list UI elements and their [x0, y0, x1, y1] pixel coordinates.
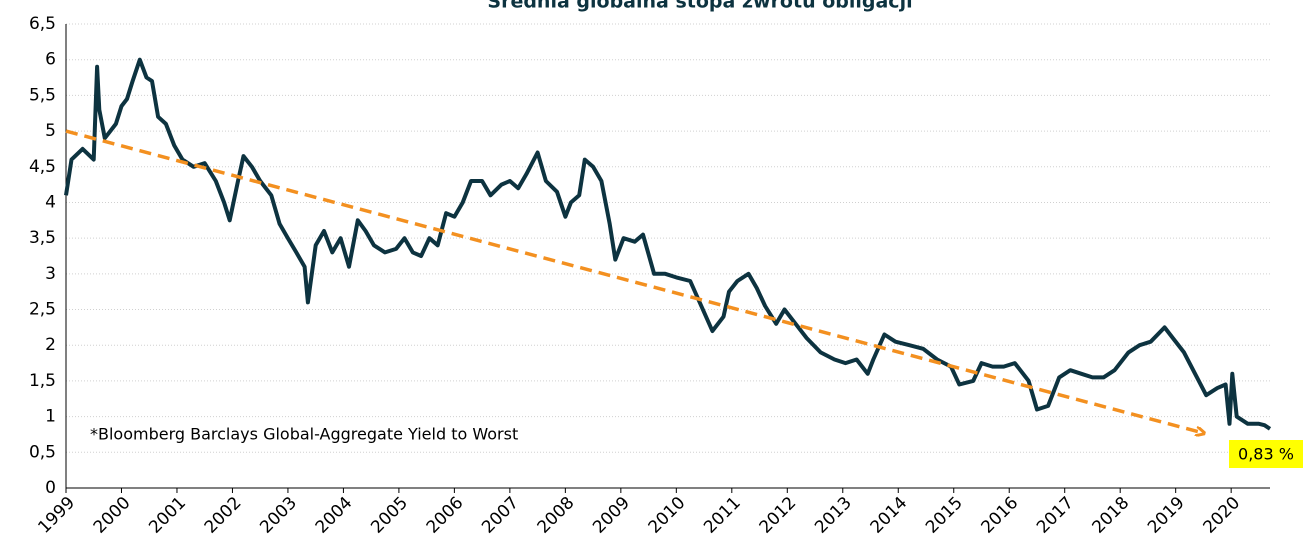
x-tick-label: 2008: [534, 493, 579, 538]
x-tick-label: 2002: [201, 493, 246, 538]
x-tick-label: 2014: [867, 493, 912, 538]
y-tick-label: 6,5: [29, 14, 56, 34]
y-tick-label: 2,5: [29, 300, 56, 320]
x-tick-label: 2016: [978, 493, 1023, 538]
y-tick-label: 4: [45, 192, 56, 212]
x-tick-label: 2010: [645, 493, 690, 538]
x-tick-label: 2009: [589, 493, 634, 538]
x-tick-label: 2013: [811, 493, 856, 538]
data-line: [64, 57, 1272, 431]
y-tick-label: 3,5: [29, 228, 56, 248]
y-tick-label: 5,5: [29, 85, 56, 105]
x-tick-label: 2001: [145, 493, 190, 538]
y-tick-label: 6: [45, 50, 56, 70]
y-tick-label: 4,5: [29, 157, 56, 177]
y-tick-label: 1,5: [29, 371, 56, 391]
x-tick-label: 2005: [367, 493, 412, 538]
x-tick-label: 2011: [700, 493, 745, 538]
y-tick-label: 2: [45, 335, 56, 355]
x-tick-label: 2000: [90, 493, 135, 538]
x-tick-label: 2018: [1089, 493, 1134, 538]
y-tick-label: 1: [45, 407, 56, 427]
chart-title: Średnia globalna stopa zwrotu obligacji: [487, 0, 912, 13]
x-tick-label: 2003: [256, 493, 301, 538]
x-tick-label: 2012: [756, 493, 801, 538]
y-tick-label: 0: [45, 478, 56, 498]
x-tick-label: 1999: [34, 493, 79, 538]
x-tick-label: 2006: [423, 493, 468, 538]
trend-line: [65, 129, 1201, 432]
x-tick-label: 2020: [1199, 493, 1244, 538]
note: *Bloomberg Barclays Global-Aggregate Yie…: [90, 425, 518, 444]
x-tick-label: 2017: [1033, 493, 1078, 538]
y-tick-label: 5: [45, 121, 56, 141]
y-tick-label: 3: [45, 264, 56, 284]
x-tick-label: 2007: [478, 493, 523, 538]
x-tick-label: 2019: [1144, 493, 1189, 538]
x-tick-label: 2004: [312, 493, 357, 538]
x-tick-label: 2015: [922, 493, 967, 538]
y-tick-label: 0,5: [29, 442, 56, 462]
end-label: 0,83 %: [1238, 445, 1294, 464]
end-label-box: [1229, 440, 1303, 468]
